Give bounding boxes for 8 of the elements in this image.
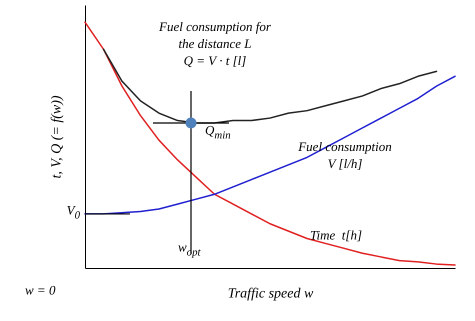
annotation: Fuel consumption V [l/h] [298, 138, 392, 172]
text: V$_{0}$ [66, 202, 80, 224]
text: w = 0 [25, 282, 56, 298]
y-axis-title: t, V, Q (= f(w)) [50, 95, 64, 179]
annotation: Fuel consumption for the distance L Q = V · t [l] [159, 18, 271, 69]
annotation: Time t[h] [310, 226, 362, 244]
x-axis-title: Traffic speed w [228, 286, 314, 302]
annotation: Q$_{min}$ [205, 122, 231, 144]
